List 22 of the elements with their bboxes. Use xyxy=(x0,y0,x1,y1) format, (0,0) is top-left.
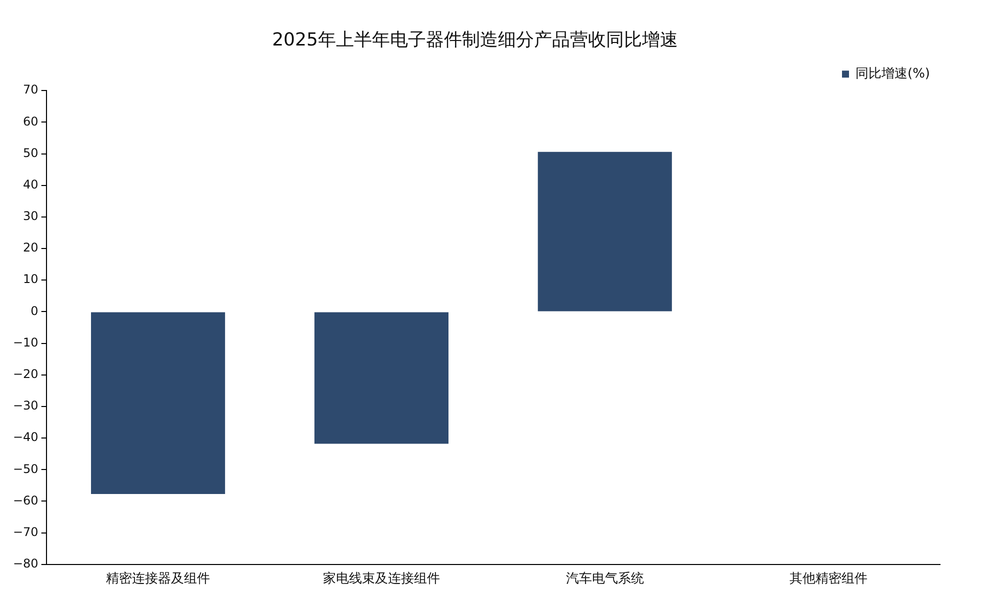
y-tick-label: −80 xyxy=(12,556,38,571)
y-tick-label: 60 xyxy=(23,114,38,128)
legend-label: 同比增速(%) xyxy=(856,66,930,82)
y-tick-label: −30 xyxy=(12,398,38,413)
chart-title: 2025年上半年电子器件制造细分产品营收同比增速 xyxy=(272,29,678,50)
y-tick-label: 0 xyxy=(30,304,38,318)
y-tick-label: −10 xyxy=(12,335,38,350)
y-tick-label: 30 xyxy=(23,209,38,224)
x-tick-label: 精密连接器及组件 xyxy=(106,572,210,587)
x-tick-label: 汽车电气系统 xyxy=(566,572,644,587)
y-tick-label: −70 xyxy=(12,524,38,539)
y-tick-label: 70 xyxy=(23,82,38,97)
y-tick-label: 40 xyxy=(23,177,38,192)
y-tick-label: −60 xyxy=(12,493,38,508)
y-tick-label: 50 xyxy=(23,146,38,160)
y-tick-label: −40 xyxy=(12,430,38,444)
y-tick-label: −50 xyxy=(12,462,38,476)
y-tick-label: −20 xyxy=(12,367,38,382)
y-tick-label: 10 xyxy=(23,272,38,286)
y-tick-label: 20 xyxy=(23,240,38,255)
x-tick-label: 家电线束及连接组件 xyxy=(322,570,440,587)
x-tick-label: 其他精密组件 xyxy=(789,572,868,587)
